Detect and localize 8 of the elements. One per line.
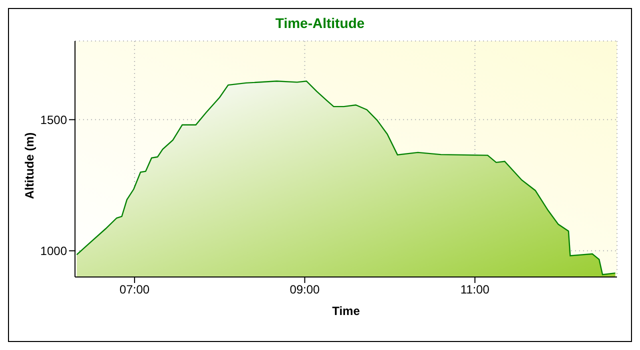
- x-tick-label: 09:00: [290, 282, 320, 297]
- y-tick-label: 1500: [40, 112, 68, 127]
- y-axis-title: Altitude (m): [22, 132, 36, 199]
- x-tick-label: 07:00: [120, 282, 150, 297]
- chart-title: Time-Altitude: [274, 14, 366, 33]
- x-tick-label: 11:00: [460, 282, 490, 297]
- y-tick-label: 1000: [40, 244, 68, 258]
- x-axis-title: Time: [332, 304, 360, 318]
